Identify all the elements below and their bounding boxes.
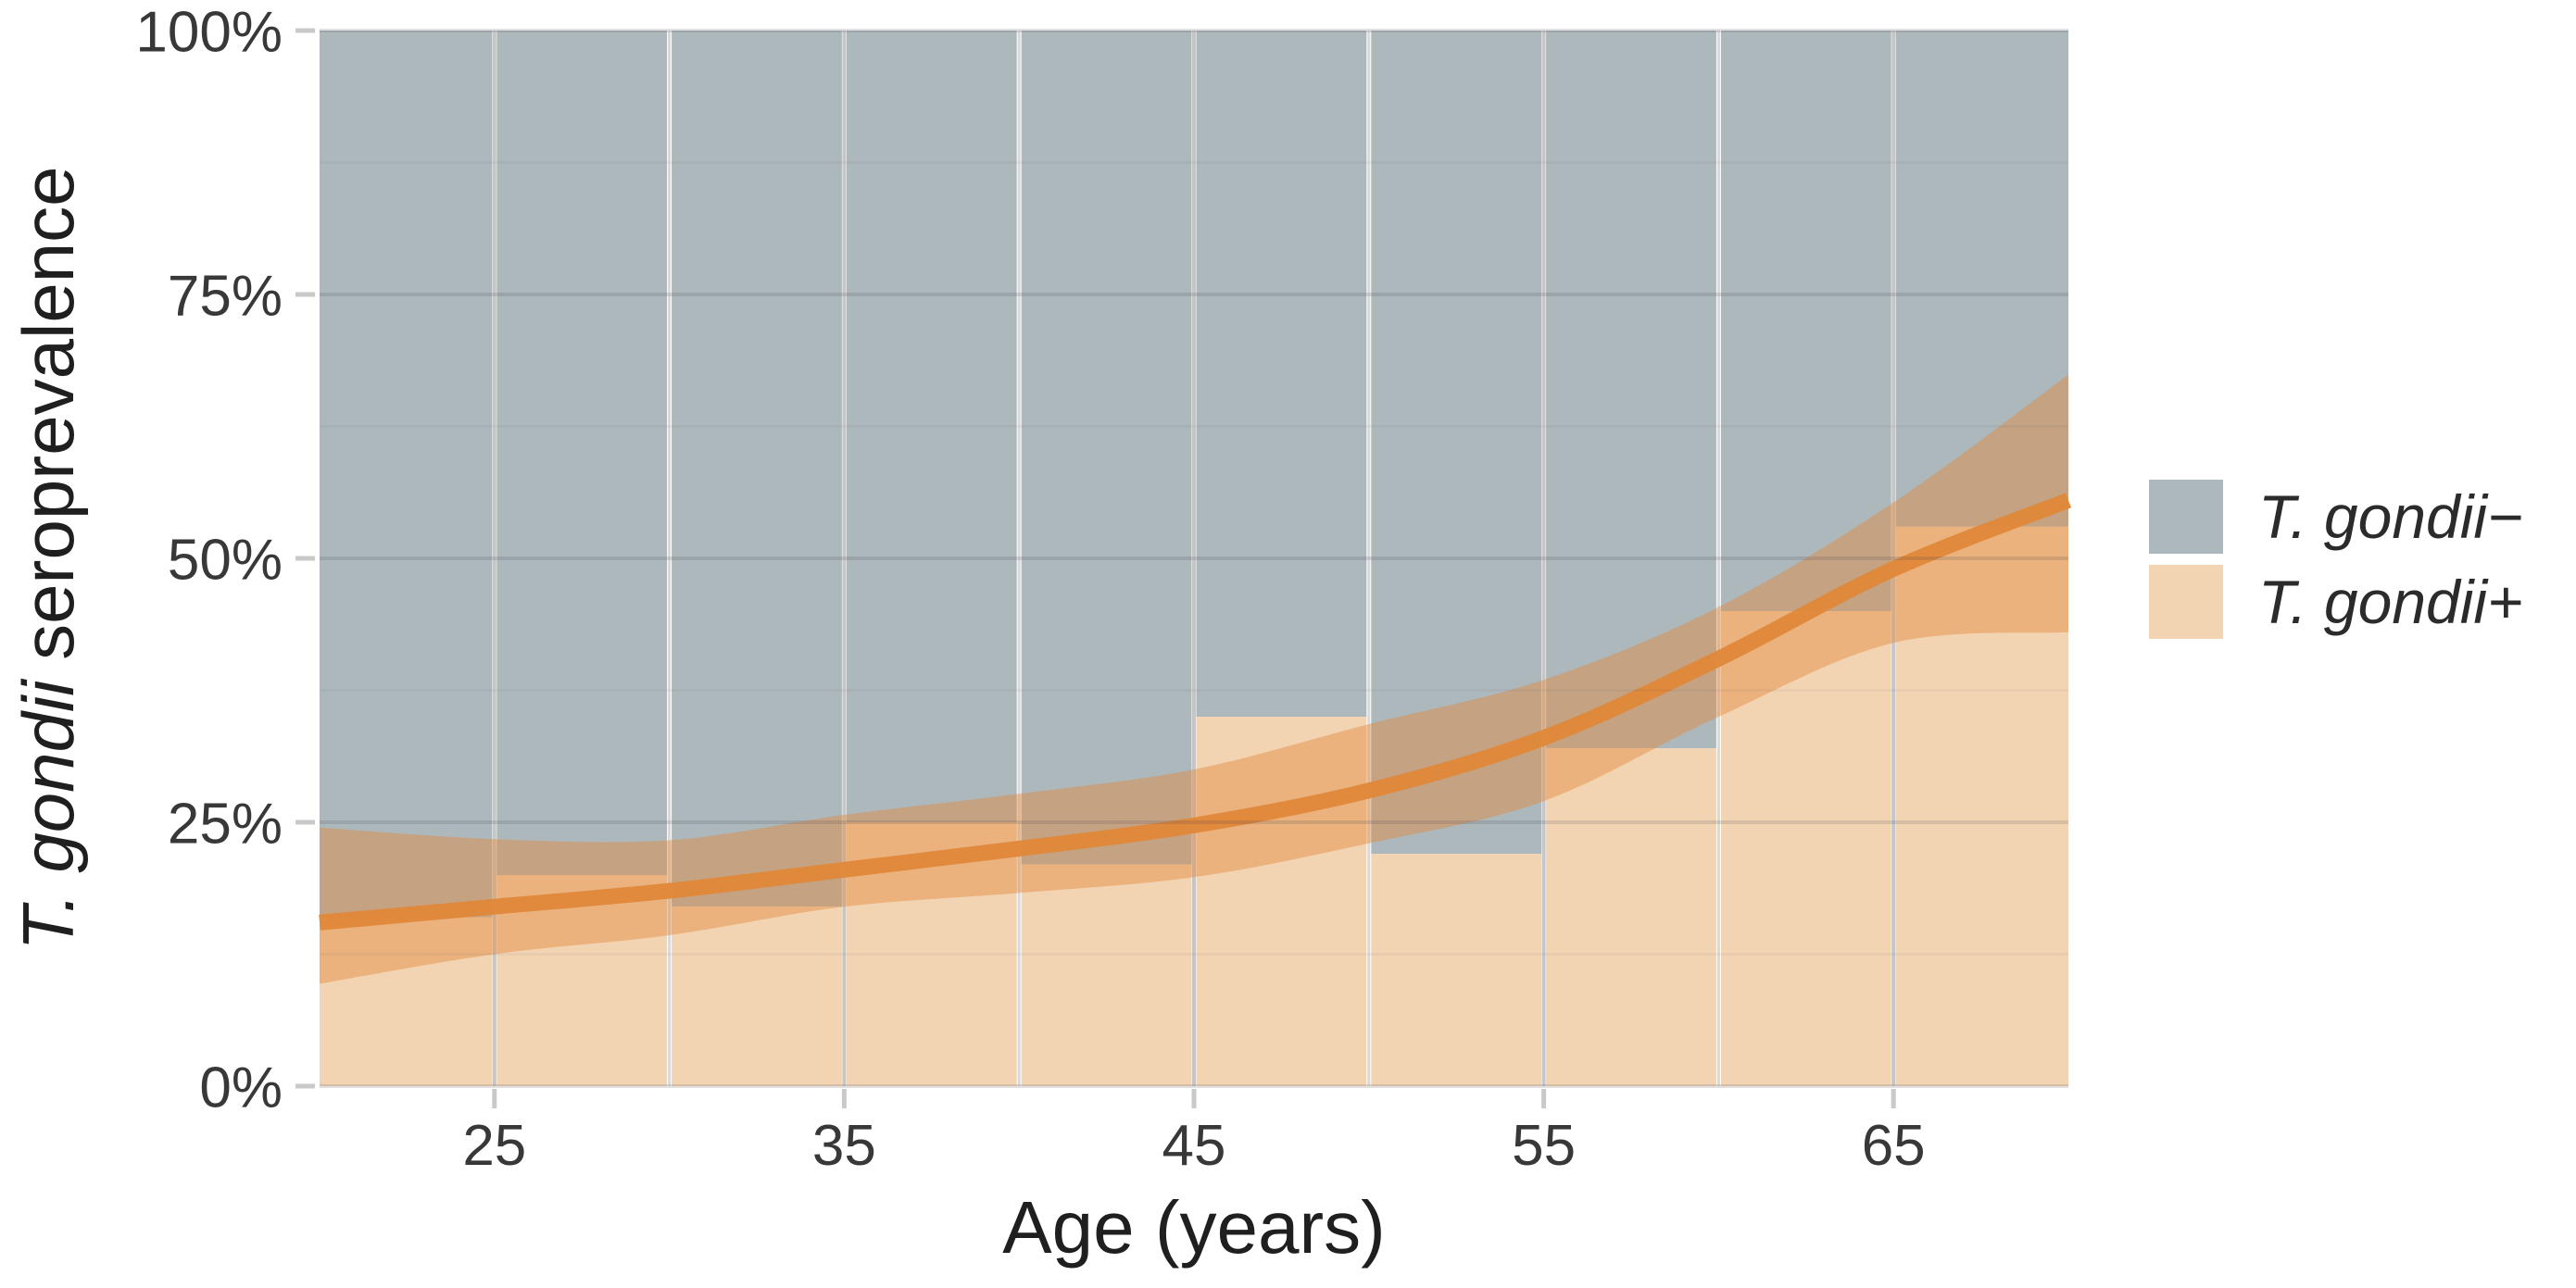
x-tick-label: 45 bbox=[1162, 1114, 1226, 1178]
legend-swatch-negative bbox=[2149, 480, 2223, 554]
legend-label-positive: T. gondii+ bbox=[2258, 568, 2523, 636]
bar-negative-segment bbox=[1895, 31, 2068, 527]
legend-item-positive: T. gondii+ bbox=[2149, 565, 2523, 639]
bar-positive-segment bbox=[672, 907, 842, 1086]
confidence-ribbon bbox=[320, 374, 2068, 984]
y-axis-title-rest: seroprevalence bbox=[7, 166, 89, 681]
bar-negative-segment bbox=[1371, 31, 1542, 855]
bar-positive-segment bbox=[1720, 611, 1891, 1086]
bar-negative-segment bbox=[672, 31, 842, 907]
bar-negative-segment bbox=[1720, 31, 1891, 611]
bar-negative-segment bbox=[846, 31, 1017, 822]
y-tick-label: 75% bbox=[168, 265, 283, 329]
bar-negative-segment bbox=[1196, 31, 1367, 717]
x-tick-label: 65 bbox=[1862, 1114, 1926, 1178]
legend-label-negative: T. gondii− bbox=[2258, 482, 2523, 551]
bar-positive-segment bbox=[1546, 748, 1716, 1086]
trend-line bbox=[319, 493, 2072, 931]
bar-positive-segment bbox=[1895, 526, 2068, 1086]
y-axis-title-species: T. gondii bbox=[7, 680, 89, 951]
y-tick-label: 50% bbox=[168, 529, 283, 593]
y-axis-title: T. gondii seroprevalence bbox=[7, 166, 89, 950]
bar-negative-segment bbox=[496, 31, 668, 875]
legend-item-negative: T. gondii− bbox=[2149, 480, 2523, 554]
x-axis-title: Age (years) bbox=[1002, 1186, 1386, 1269]
bar-positive-segment bbox=[1021, 864, 1192, 1086]
bar-negative-segment bbox=[1546, 31, 1716, 749]
legend: T. gondii− T. gondii+ bbox=[2149, 480, 2523, 650]
bar-negative-segment bbox=[1021, 31, 1192, 865]
y-tick-label: 25% bbox=[168, 793, 283, 857]
y-tick-label: 100% bbox=[135, 1, 283, 65]
x-tick-label: 25 bbox=[462, 1114, 526, 1178]
x-tick-label: 55 bbox=[1512, 1114, 1576, 1178]
bar-positive-segment bbox=[1196, 717, 1367, 1086]
bar-positive-segment bbox=[1371, 854, 1542, 1086]
bar-positive-segment bbox=[320, 917, 493, 1086]
x-tick-label: 35 bbox=[812, 1114, 876, 1178]
y-tick-label: 0% bbox=[199, 1057, 283, 1120]
bar-negative-segment bbox=[320, 31, 493, 918]
legend-swatch-positive bbox=[2149, 565, 2223, 639]
